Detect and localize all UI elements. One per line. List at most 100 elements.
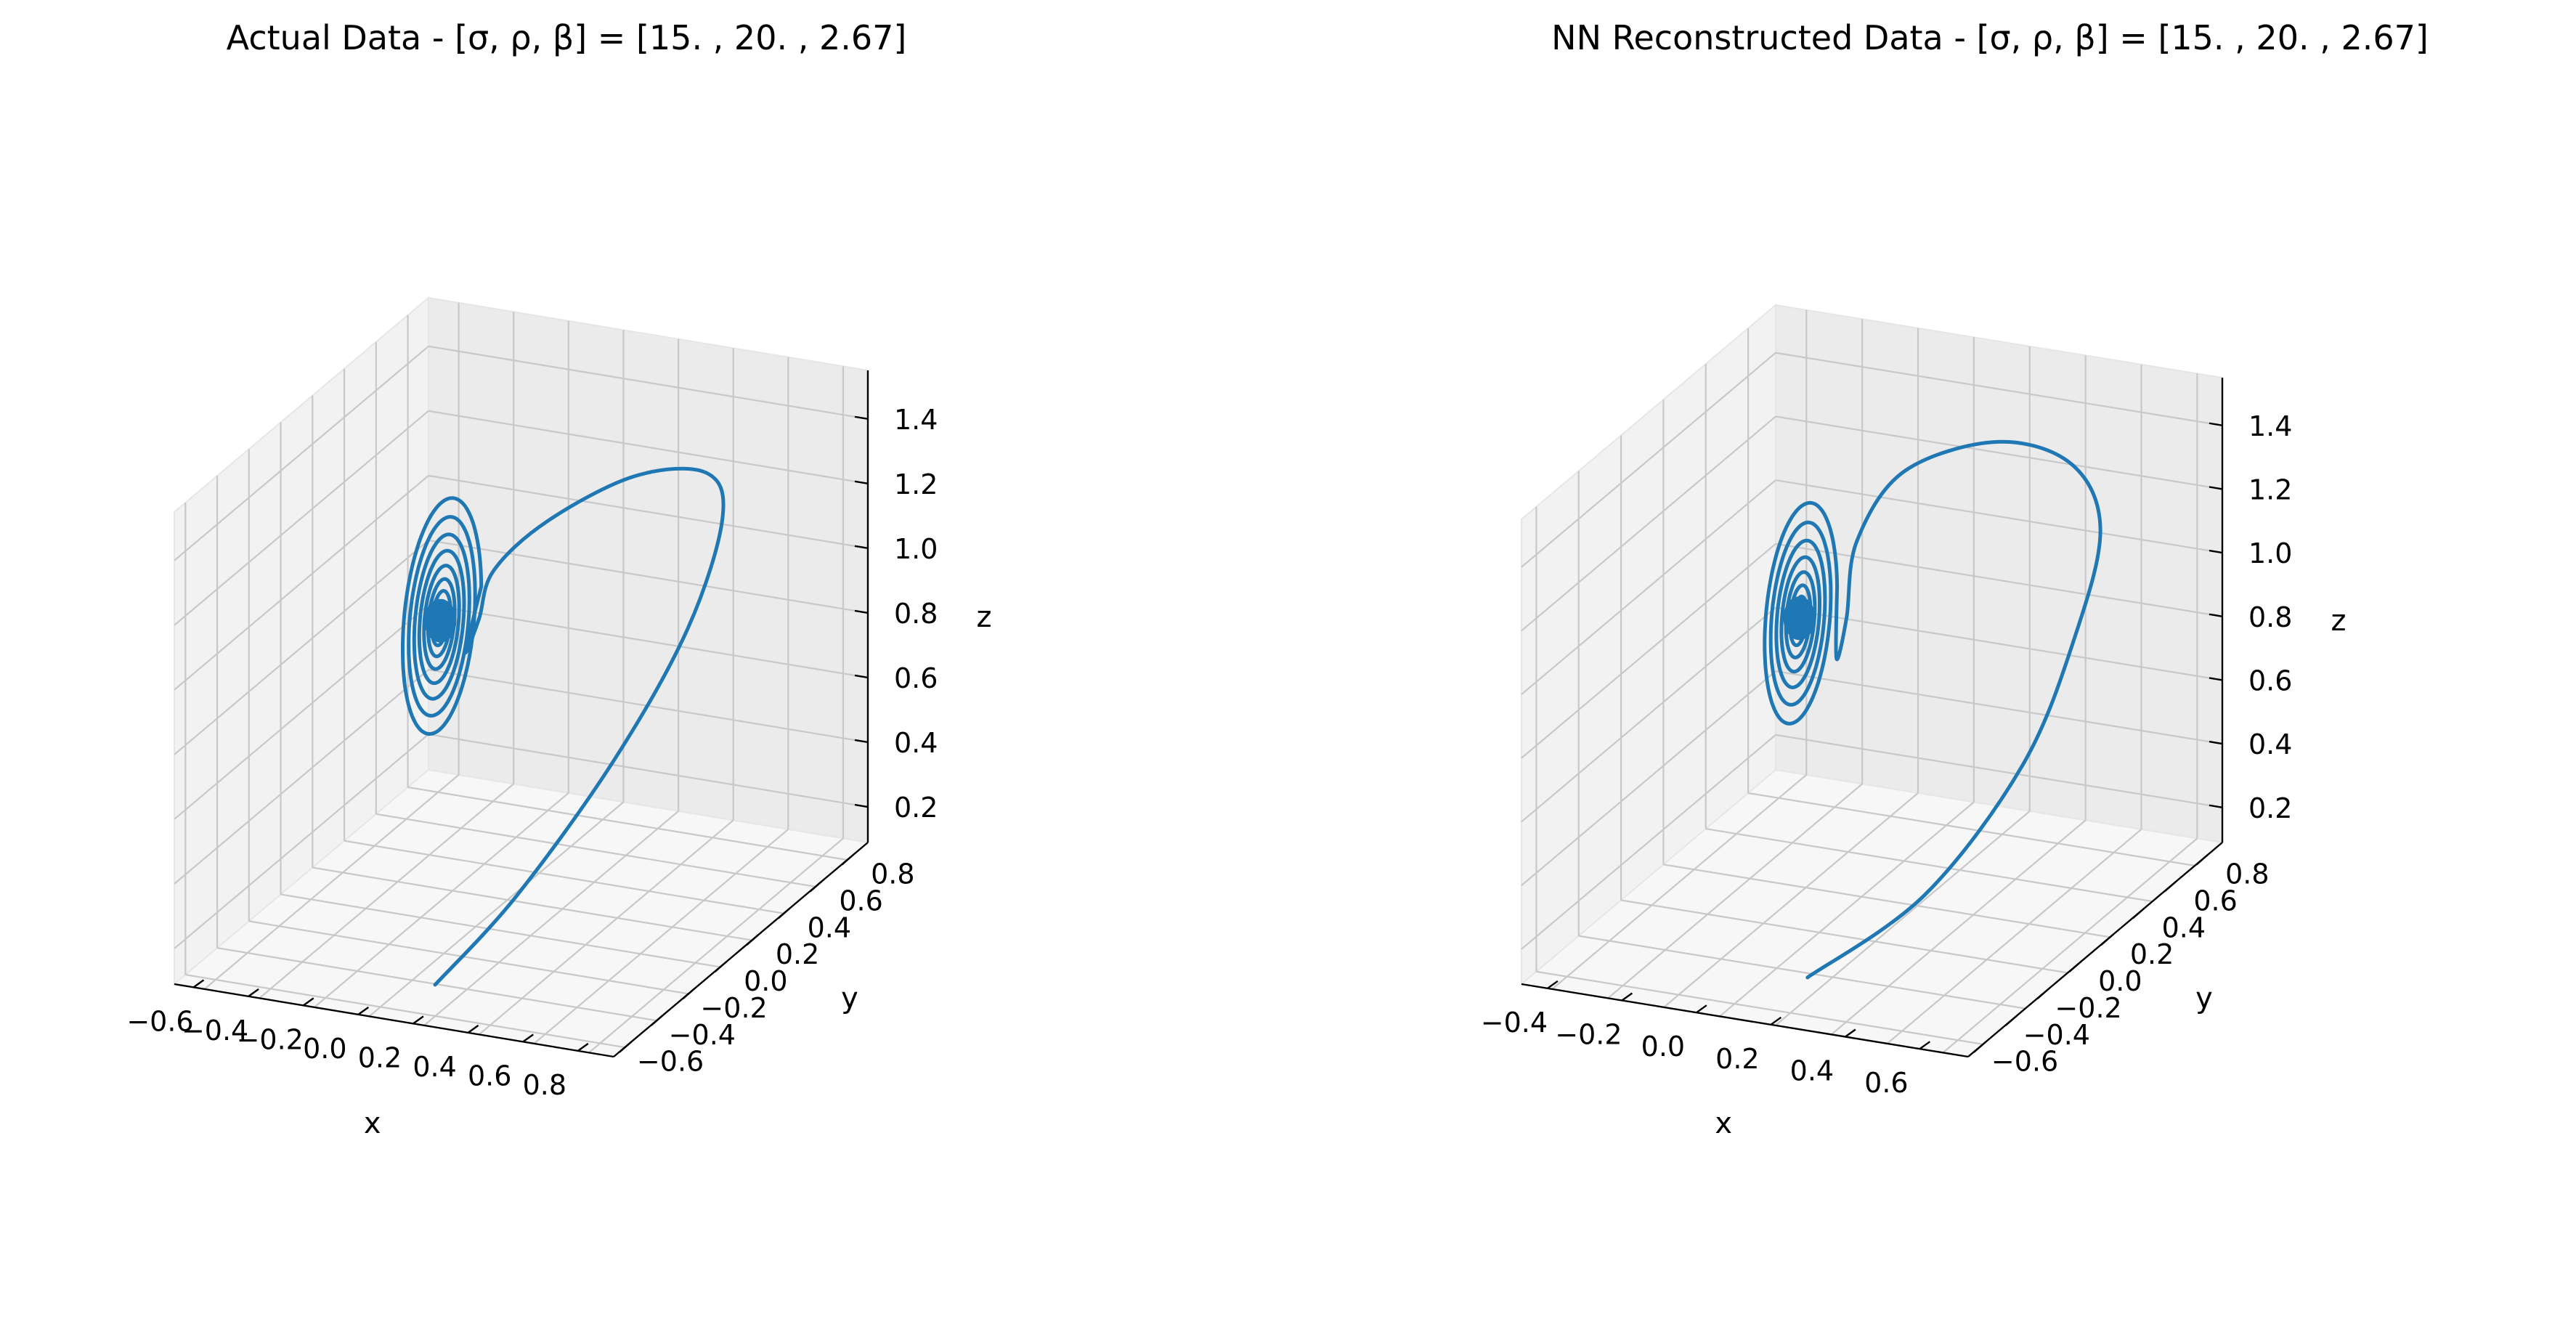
grid-line-z-back	[428, 345, 869, 420]
y-tick-label: 0.2	[776, 938, 819, 970]
y-tick	[2132, 907, 2145, 919]
x-tick	[413, 1015, 424, 1025]
x-tick-label: −0.4	[182, 1015, 248, 1047]
x-tick	[1696, 1004, 1707, 1014]
y-axis-label: y	[841, 982, 858, 1015]
z-tick	[854, 609, 869, 614]
grid-line-z-left	[1521, 415, 1776, 632]
z-tick-label: 0.6	[2248, 665, 2292, 696]
grid-line-x-floor	[1620, 899, 2068, 974]
y-tick	[2068, 961, 2082, 972]
x-tick-label: 0.2	[358, 1041, 402, 1073]
y-tick-label: −0.4	[2023, 1019, 2090, 1051]
z-tick	[854, 415, 869, 420]
grid-line-y-floor	[1942, 837, 2198, 1054]
z-tick-label: 1.4	[894, 404, 938, 436]
grid-line-x-floor	[248, 920, 688, 995]
x-tick	[577, 1042, 589, 1052]
z-tick	[854, 480, 869, 485]
y-tick-label: −0.6	[637, 1046, 704, 1078]
z-tick	[2209, 613, 2223, 617]
grid-line-z-left	[1521, 479, 1776, 695]
x-tick	[357, 1006, 370, 1015]
y-tick	[809, 880, 823, 893]
grid-line-z-back	[428, 539, 869, 614]
grid-line-z-back	[1775, 670, 2223, 745]
grid-line-y-floor	[368, 801, 625, 1018]
y-tick-label: 0.2	[2130, 938, 2174, 970]
grid-line-x-floor	[1705, 828, 2153, 903]
y-tick-label: −0.2	[2055, 992, 2121, 1024]
grid-line-x-floor	[407, 786, 848, 861]
grid-line-y-floor	[314, 792, 569, 1008]
grid-line-x-floor	[1663, 864, 2110, 938]
x-tick	[303, 997, 314, 1007]
y-tick-label: 0.8	[2225, 858, 2269, 890]
grid-line-y-floor	[588, 837, 844, 1054]
grid-line-z-back	[1775, 543, 2223, 617]
z-tick-label: 1.2	[2248, 474, 2292, 505]
x-tick-label: 0.0	[303, 1033, 346, 1065]
grid-line-z-left	[174, 734, 429, 949]
z-tick	[854, 674, 869, 679]
grid-line-y-floor	[1551, 774, 1807, 990]
grid-line-x-floor	[312, 866, 752, 941]
z-tick-label: 1.4	[2248, 410, 2292, 442]
grid-line-y-floor	[259, 783, 514, 999]
x-tick	[1919, 1041, 1931, 1050]
grid-line-z-left	[174, 604, 429, 820]
grid-line-z-left	[1521, 543, 1776, 759]
y-tick	[2036, 988, 2050, 999]
x-tick	[522, 1033, 534, 1043]
z-tick-label: 0.8	[894, 598, 938, 630]
x-tick-label: 0.6	[468, 1060, 511, 1092]
y-axis-label: y	[2195, 982, 2213, 1015]
x-tick-label: 0.6	[1864, 1067, 1908, 1099]
panel-nn-reconstructed-data: −0.4 −0.2 0.0 0.2 0.4 0.6−0.6−0.4−0.20.00.20.…	[1481, 18, 2429, 1140]
x-axis-label: x	[364, 1107, 381, 1140]
y-tick	[2005, 1014, 2018, 1026]
z-tick-label: 1.2	[894, 468, 938, 500]
grid-line-y-floor	[533, 829, 789, 1044]
grid-line-y-floor	[1830, 819, 2087, 1036]
grid-line-x-floor	[1536, 970, 1983, 1045]
grid-line-z-left	[174, 669, 429, 885]
z-tick-label: 0.8	[2248, 601, 2292, 633]
z-tick	[2209, 740, 2223, 745]
x-tick-label: −0.2	[237, 1023, 304, 1055]
grid-line-z-left	[174, 475, 429, 691]
x-tick-label: −0.2	[1555, 1019, 1622, 1051]
grid-line-x-floor	[185, 974, 625, 1049]
grid-line-z-back	[1775, 415, 2223, 490]
grid-line-z-left	[1521, 606, 1776, 823]
y-tick	[778, 907, 791, 919]
y-tick-label: 0.6	[839, 885, 882, 917]
grid-line-z-back	[428, 474, 869, 549]
grid-line-y-floor	[1607, 783, 1863, 999]
grid-line-y-floor	[1886, 829, 2142, 1044]
x-tick-label: 0.4	[1790, 1055, 1834, 1087]
z-tick	[2209, 677, 2223, 681]
grid-line-z-back	[428, 733, 869, 808]
grid-line-y-floor	[203, 774, 460, 990]
grid-line-y-floor	[1663, 792, 1919, 1008]
y-tick-label: 0.0	[2098, 965, 2142, 997]
z-tick-label: 0.6	[894, 662, 938, 694]
panel-actual-data: −0.6−0.4−0.2 0.0 0.2 0.4 0.6 0.8−0.6−0.4−0.20…	[126, 18, 991, 1140]
grid-line-x-floor	[280, 893, 720, 968]
grid-line-z-back	[1775, 734, 2223, 808]
x-tick	[1770, 1016, 1782, 1026]
x-axis-label: x	[1715, 1107, 1732, 1140]
y-tick	[2195, 853, 2209, 866]
x-tick-label: 0.4	[413, 1051, 456, 1083]
grid-line-z-back	[428, 410, 869, 484]
y-tick-label: 0.0	[744, 965, 787, 997]
x-tick	[467, 1024, 479, 1033]
grid-line-z-back	[1775, 479, 2223, 554]
grid-line-y-floor	[423, 811, 679, 1026]
y-tick	[2100, 934, 2113, 946]
y-tick-label: 0.6	[2193, 885, 2237, 917]
grid-line-x-floor	[1747, 792, 2195, 867]
grid-line-y-floor	[479, 819, 734, 1036]
